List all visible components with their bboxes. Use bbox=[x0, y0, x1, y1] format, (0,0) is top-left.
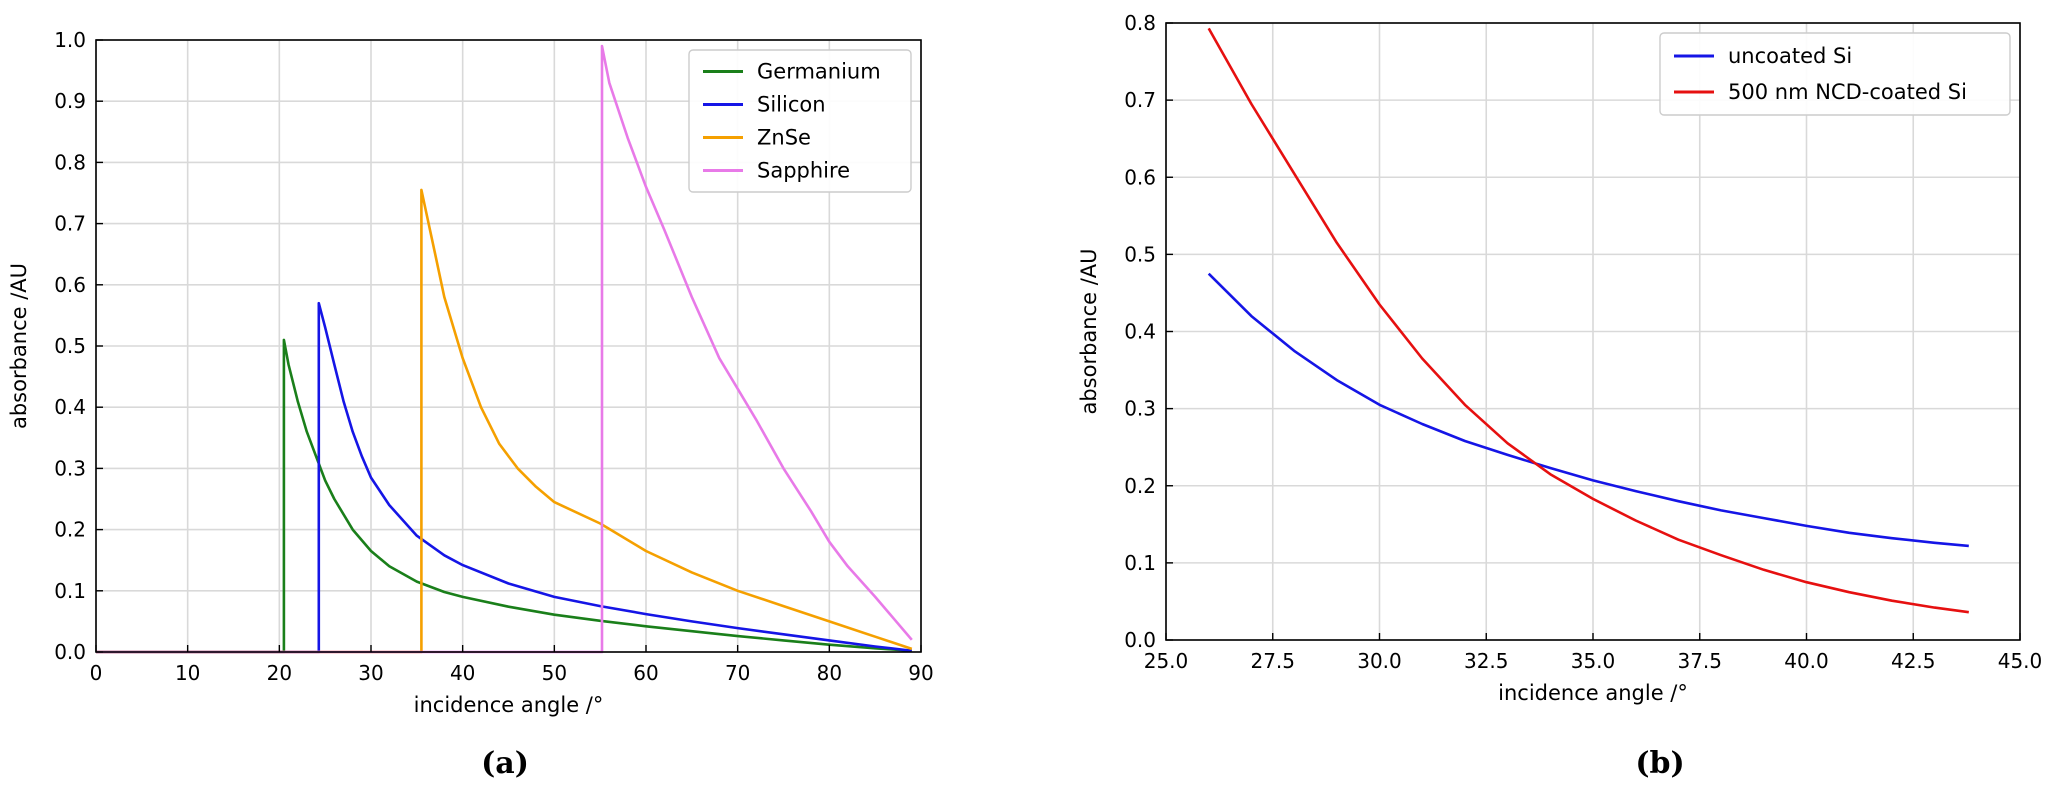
legend: Germanium Silicon ZnSe Sapphire bbox=[688, 49, 912, 193]
x-tick-label: 30 bbox=[358, 661, 383, 685]
legend-entry: Sapphire bbox=[757, 159, 850, 183]
x-tick-label: 10 bbox=[175, 661, 200, 685]
x-tick-label: 20 bbox=[267, 661, 292, 685]
x-tick-label: 60 bbox=[633, 661, 658, 685]
y-tick-label: 0.5 bbox=[54, 334, 86, 358]
x-tick-label: 32.5 bbox=[1464, 649, 1509, 673]
series-line-sapphire bbox=[96, 44, 913, 654]
y-tick-label: 0.2 bbox=[54, 518, 86, 542]
x-axis-label: incidence angle /° bbox=[1498, 681, 1688, 705]
y-tick-label: 0.8 bbox=[54, 150, 86, 174]
series-line-500-nm-ncd-coated-si bbox=[1207, 27, 1969, 614]
chart-panel-a: 0 10 20 30 40 50 60 70 80 90 0.00.10.20.30.40.50.… bbox=[7, 28, 934, 781]
x-tick-label: 37.5 bbox=[1677, 649, 1722, 673]
y-tick-label: 0.1 bbox=[1124, 551, 1156, 575]
legend-entry: ZnSe bbox=[757, 126, 811, 150]
x-tick-label: 50 bbox=[542, 661, 567, 685]
x-tick-label: 25.0 bbox=[1144, 649, 1189, 673]
y-tick-label: 0.7 bbox=[54, 212, 86, 236]
series-line-germanium bbox=[96, 338, 912, 654]
legend: uncoated Si 500 nm NCD-coated Si bbox=[1659, 32, 2011, 116]
y-tick-label: 0.9 bbox=[54, 89, 86, 113]
x-tick-label: 70 bbox=[725, 661, 750, 685]
x-axis-ticks: 25.0 27.5 30.0 32.5 35.0 37.5 40.0 42.5 45.0 bbox=[1144, 633, 2043, 673]
panel-caption-a: (a) bbox=[481, 746, 529, 781]
y-tick-label: 0.3 bbox=[1124, 397, 1156, 421]
series-line-znse bbox=[96, 188, 913, 654]
legend-box bbox=[688, 49, 912, 193]
y-axis-label: absorbance /AU bbox=[7, 263, 31, 429]
x-tick-label: 80 bbox=[817, 661, 842, 685]
y-tick-label: 0.1 bbox=[54, 579, 86, 603]
x-tick-label: 45.0 bbox=[1998, 649, 2043, 673]
y-tick-label: 0.0 bbox=[54, 640, 86, 664]
series-lines bbox=[1207, 27, 1969, 614]
y-axis-label: absorbance /AU bbox=[1077, 248, 1101, 414]
y-tick-label: 0.7 bbox=[1124, 88, 1156, 112]
y-tick-label: 0.3 bbox=[54, 456, 86, 480]
y-tick-label: 0.5 bbox=[1124, 242, 1156, 266]
y-tick-label: 0.4 bbox=[1124, 320, 1156, 344]
y-tick-label: 0.0 bbox=[1124, 628, 1156, 652]
y-tick-label: 0.4 bbox=[54, 395, 86, 419]
x-tick-label: 27.5 bbox=[1250, 649, 1295, 673]
x-tick-label: 30.0 bbox=[1357, 649, 1402, 673]
x-tick-label: 35.0 bbox=[1571, 649, 1616, 673]
legend-entry: Silicon bbox=[757, 93, 826, 117]
legend-entry: uncoated Si bbox=[1728, 44, 1852, 68]
x-tick-label: 40.0 bbox=[1784, 649, 1829, 673]
y-tick-label: 1.0 bbox=[54, 28, 86, 52]
y-tick-label: 0.8 bbox=[1124, 11, 1156, 35]
x-axis-label: incidence angle /° bbox=[414, 693, 604, 717]
panel-caption-b: (b) bbox=[1635, 746, 1684, 781]
y-tick-label: 0.6 bbox=[1124, 165, 1156, 189]
y-axis-ticks: 0.0 0.1 0.2 0.3 0.4 0.5 0.6 0.7 0.8 0.9 1.0 bbox=[54, 28, 103, 664]
y-tick-label: 0.2 bbox=[1124, 474, 1156, 498]
legend-entry: Germanium bbox=[757, 60, 881, 84]
chart-panel-b: 25.0 27.5 30.0 32.5 35.0 37.5 40.0 42.5 45.0 0.0… bbox=[1077, 11, 2042, 781]
x-axis-ticks: 0 10 20 30 40 50 60 70 80 90 bbox=[90, 645, 934, 685]
legend-box bbox=[1659, 32, 2011, 116]
y-tick-label: 0.6 bbox=[54, 273, 86, 297]
series-line-uncoated-si bbox=[1207, 272, 1969, 548]
x-tick-label: 90 bbox=[908, 661, 933, 685]
x-tick-label: 40 bbox=[450, 661, 475, 685]
x-tick-label: 0 bbox=[90, 661, 103, 685]
series-lines bbox=[96, 44, 913, 654]
series-line-silicon bbox=[96, 301, 912, 654]
y-axis-ticks: 0.0 0.1 0.2 0.3 0.4 0.5 0.6 0.7 0.8 bbox=[1124, 11, 1173, 652]
x-tick-label: 42.5 bbox=[1891, 649, 1936, 673]
legend-entry: 500 nm NCD-coated Si bbox=[1728, 80, 1967, 104]
